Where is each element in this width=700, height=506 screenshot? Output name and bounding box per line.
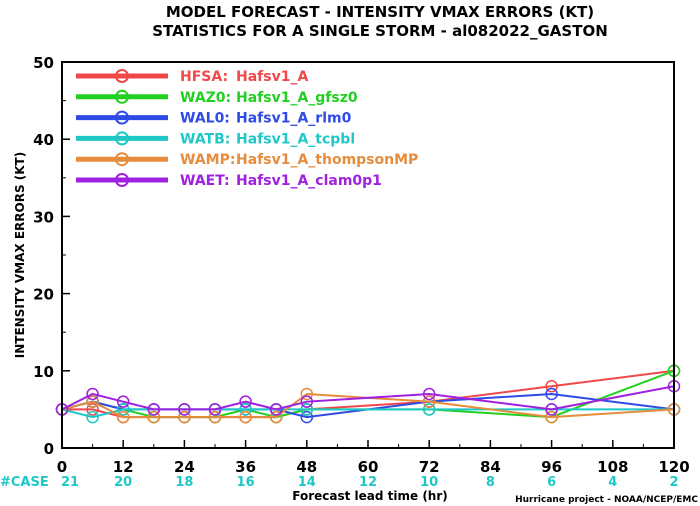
series-point xyxy=(239,403,252,416)
legend-label: HFSA: xyxy=(180,69,228,85)
legend-label: WAL0: xyxy=(180,111,230,127)
series-point xyxy=(116,403,130,416)
y-tick-label: 40 xyxy=(33,131,54,149)
x-tick-label: 120 xyxy=(658,458,689,476)
y-tick-label: 0 xyxy=(44,440,54,458)
series-point xyxy=(86,395,99,408)
series-point xyxy=(269,410,283,424)
x-tick-label: 36 xyxy=(235,458,256,476)
series-point xyxy=(239,410,252,424)
case-count: 21 xyxy=(61,475,79,490)
series-point xyxy=(86,410,99,424)
series-point xyxy=(269,403,283,416)
chart-title-line2: STATISTICS FOR A SINGLE STORM - al082022… xyxy=(152,22,608,40)
series-point xyxy=(422,387,436,401)
case-count: 8 xyxy=(486,475,495,490)
series-point xyxy=(178,403,191,416)
series-point xyxy=(239,395,252,408)
x-tick-label: 108 xyxy=(597,458,628,476)
legend-marker xyxy=(115,110,129,125)
legend-desc: Hafsv1_A_clam0p1 xyxy=(236,173,382,189)
x-tick-label: 48 xyxy=(296,458,317,476)
plot-frame xyxy=(61,61,675,449)
legend-desc: Hafsv1_A_thompsonMP xyxy=(236,152,418,168)
plot-area: 0 12 24 36 48 60 72 84 96 108 120 0 10 20 30 40 50 HFSA: H… xyxy=(33,54,690,476)
x-tick-label: 96 xyxy=(541,458,562,476)
series-point xyxy=(208,403,222,416)
series-point xyxy=(86,387,99,401)
y-tick-label: 20 xyxy=(33,286,54,304)
x-axis-label: Forecast lead time (hr) xyxy=(292,489,448,503)
x-tick-label: 72 xyxy=(419,458,440,476)
credit-text: Hurricane project - NOAA/NCEP/EMC xyxy=(515,495,698,505)
series-point xyxy=(178,410,191,424)
series-point xyxy=(208,410,222,424)
series-point xyxy=(300,387,314,401)
legend-marker xyxy=(115,89,129,104)
series-point xyxy=(545,410,558,424)
legend-marker xyxy=(115,173,129,187)
case-count: 18 xyxy=(175,475,193,490)
legend-label: WAMP: xyxy=(180,152,235,168)
case-count: 6 xyxy=(547,475,556,490)
case-count: 12 xyxy=(359,475,377,490)
series-point xyxy=(300,403,314,416)
x-tick-label: 0 xyxy=(57,458,67,476)
y-tick-label: 50 xyxy=(33,54,54,72)
series-point xyxy=(300,395,314,408)
series-point xyxy=(422,395,436,408)
x-tick-label: 60 xyxy=(358,458,379,476)
x-tick-label: 84 xyxy=(480,458,501,476)
legend-marker xyxy=(115,131,129,146)
case-count: 4 xyxy=(608,475,617,490)
case-count: 16 xyxy=(237,475,255,490)
series-point xyxy=(86,403,99,416)
y-axis-label: INTENSITY VMAX ERRORS (KT) xyxy=(13,152,27,358)
y-tick-label: 10 xyxy=(33,363,54,381)
series-point xyxy=(147,410,161,424)
x-tick-label: 12 xyxy=(113,458,134,476)
legend-desc: Hafsv1_A_gfsz0 xyxy=(236,90,358,106)
case-count: 14 xyxy=(298,475,316,490)
series-point xyxy=(545,387,558,401)
legend-desc: Hafsv1_A_rlm0 xyxy=(236,111,352,127)
legend-desc: Hafsv1_A xyxy=(236,69,308,85)
series-point xyxy=(300,410,314,424)
series-point xyxy=(545,379,558,393)
y-tick-label: 30 xyxy=(33,208,54,226)
series-point xyxy=(545,403,558,416)
series-point xyxy=(422,403,436,416)
x-tick-label: 24 xyxy=(174,458,195,476)
legend-label: WATB: xyxy=(180,131,230,147)
case-label: #CASE xyxy=(0,475,49,490)
chart-title-line1: MODEL FORECAST - INTENSITY VMAX ERRORS (… xyxy=(166,3,594,21)
legend-marker xyxy=(115,69,129,83)
legend-label: WAZ0: xyxy=(180,90,231,106)
series-point xyxy=(116,410,130,424)
legend-desc: Hafsv1_A_tcpbl xyxy=(236,131,355,147)
series-point xyxy=(116,395,130,408)
series-point xyxy=(147,403,161,416)
case-count: 20 xyxy=(114,475,132,490)
legend-marker xyxy=(115,152,129,167)
legend-label: WAET: xyxy=(180,173,230,189)
case-count: 2 xyxy=(669,475,678,490)
case-count: 10 xyxy=(420,475,438,490)
